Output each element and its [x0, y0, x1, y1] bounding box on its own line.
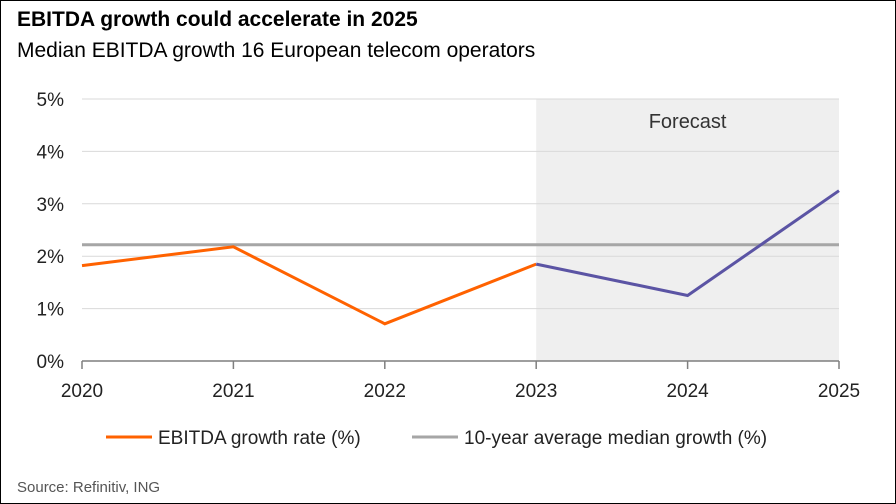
- y-tick-label: 3%: [37, 195, 65, 216]
- series-lines: [81, 189, 840, 326]
- x-axis: 2020 2021 2022 2023 2024 2025: [61, 360, 860, 402]
- y-tick-label: 1%: [37, 300, 65, 321]
- forecast-shade: [536, 99, 839, 361]
- x-tick-label: 2022: [364, 381, 406, 402]
- x-tick-label: 2024: [666, 381, 709, 402]
- chart-title: EBITDA growth could accelerate in 2025: [17, 8, 418, 31]
- forecast-region: [536, 99, 839, 361]
- chart-subtitle: Median EBITDA growth 16 European telecom…: [17, 39, 536, 62]
- x-tick-label: 2020: [61, 381, 103, 402]
- forecast-label: Forecast: [649, 111, 727, 133]
- x-tick-label: 2023: [515, 381, 557, 402]
- y-tick-label: 5%: [37, 90, 65, 111]
- ebitda-growth-line: [81, 245, 537, 326]
- legend-label-ebitda: EBITDA growth rate (%): [158, 428, 361, 449]
- gridlines: [82, 98, 839, 310]
- x-tick-label: 2021: [212, 381, 254, 402]
- legend: EBITDA growth rate (%) 10-year average me…: [106, 428, 767, 449]
- y-axis: 0% 1% 2% 3% 4% 5%: [37, 90, 65, 373]
- annotations: Forecast: [649, 111, 727, 133]
- y-tick-label: 2%: [37, 247, 65, 268]
- source-note: Source: Refinitiv, ING: [17, 479, 161, 496]
- x-tick-label: 2025: [818, 381, 860, 402]
- y-tick-label: 4%: [37, 142, 65, 163]
- legend-label-average: 10-year average median growth (%): [464, 428, 767, 449]
- y-tick-label: 0%: [37, 352, 65, 373]
- ebitda-forecast-line: [535, 189, 840, 298]
